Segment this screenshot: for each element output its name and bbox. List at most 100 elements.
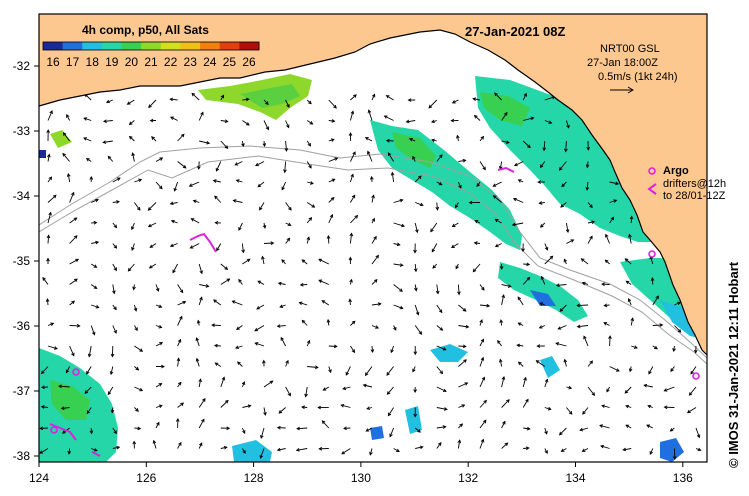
current-arrow-head — [76, 323, 81, 328]
current-arrow — [306, 237, 310, 244]
current-arrow — [285, 120, 290, 128]
current-arrow-head — [613, 199, 618, 203]
current-arrow-head — [544, 430, 548, 435]
current-arrow-head — [697, 447, 702, 452]
current-arrow-head — [245, 97, 250, 102]
current-arrow-head — [497, 340, 501, 344]
current-arrow — [544, 407, 551, 410]
current-arrow-head — [221, 376, 226, 381]
current-arrow — [492, 181, 502, 187]
current-arrow-head — [472, 268, 477, 273]
current-arrow-head — [591, 220, 596, 225]
colorbar-segment — [141, 42, 162, 50]
current-arrow-head — [113, 430, 117, 435]
current-arrow-head — [138, 178, 143, 183]
current-arrow — [285, 140, 287, 151]
current-arrow-head — [299, 282, 304, 287]
current-arrow-head — [330, 196, 335, 201]
current-arrow — [131, 243, 135, 251]
current-arrow-head — [603, 303, 608, 308]
current-arrow-head — [412, 368, 416, 373]
current-arrow-head — [499, 319, 504, 323]
current-arrow — [148, 99, 157, 108]
current-arrow-head — [301, 259, 306, 263]
current-arrow-head — [148, 265, 153, 269]
current-arrow — [88, 345, 92, 357]
current-arrow-head — [375, 325, 380, 329]
current-arrow — [47, 176, 52, 183]
current-arrow — [472, 263, 481, 272]
current-arrow-head — [439, 370, 444, 375]
current-arrow — [198, 112, 204, 121]
current-arrow-head — [457, 291, 461, 296]
current-arrow — [522, 399, 529, 408]
colorbar-label: 22 — [164, 55, 178, 69]
current-arrow-head — [326, 318, 331, 323]
current-arrow — [220, 140, 228, 149]
current-arrow — [513, 198, 524, 203]
current-arrow — [198, 419, 205, 429]
current-arrow-head — [625, 424, 630, 429]
current-arrow — [86, 407, 92, 414]
current-arrow — [198, 398, 206, 408]
current-arrow — [389, 427, 395, 437]
current-arrow-head — [431, 138, 436, 143]
current-arrow — [198, 161, 200, 170]
current-arrow — [436, 154, 443, 162]
current-arrow-head — [116, 200, 120, 204]
current-arrow-head — [696, 434, 701, 439]
current-arrow — [285, 360, 289, 367]
current-arrow — [409, 138, 416, 142]
current-arrow-head — [481, 286, 485, 291]
current-arrow-head — [451, 100, 456, 104]
current-arrow-head — [73, 235, 78, 239]
current-arrow — [625, 258, 632, 265]
current-arrow-head — [173, 187, 178, 192]
current-arrow-head — [432, 265, 437, 269]
current-arrow-head — [481, 376, 486, 381]
current-arrow-head — [418, 331, 423, 335]
current-arrow-head — [241, 143, 245, 148]
current-arrow-head — [177, 338, 182, 343]
current-arrow-head — [561, 183, 565, 188]
drifter-legend-marker — [647, 183, 657, 195]
current-arrow-head — [214, 220, 219, 225]
current-arrow-head — [606, 388, 610, 393]
current-arrow-head — [690, 370, 694, 375]
current-arrow — [155, 157, 163, 162]
current-arrow — [301, 259, 308, 265]
current-arrow-head — [238, 278, 242, 283]
current-arrow — [215, 161, 222, 172]
current-arrow — [609, 366, 620, 372]
current-arrow — [198, 442, 203, 449]
current-arrow-head — [539, 164, 544, 169]
current-arrow-head — [285, 359, 289, 364]
current-arrow — [134, 179, 142, 183]
current-arrow-head — [369, 175, 374, 180]
current-arrow — [177, 301, 186, 306]
current-arrow-head — [442, 388, 447, 393]
current-arrow-head — [102, 140, 107, 144]
colorbar-segment — [239, 42, 260, 50]
current-arrow — [559, 427, 567, 436]
current-arrow — [609, 181, 619, 185]
current-arrow — [220, 400, 229, 408]
current-arrow — [132, 153, 135, 162]
current-arrow-head — [132, 440, 137, 445]
current-arrow-head — [151, 136, 155, 140]
current-arrow-head — [455, 204, 459, 209]
current-arrow — [544, 120, 552, 124]
current-arrow-head — [624, 389, 629, 394]
current-arrow-head — [523, 376, 527, 381]
current-arrow — [501, 294, 505, 306]
current-arrow — [149, 243, 157, 248]
current-arrow — [371, 325, 379, 329]
current-arrow-head — [215, 167, 220, 172]
current-arrow-head — [195, 357, 200, 362]
current-arrow — [232, 300, 243, 306]
current-arrow — [199, 140, 210, 144]
current-arrow-head — [615, 181, 620, 186]
current-arrow — [393, 222, 405, 227]
current-arrow — [112, 284, 115, 294]
current-arrow-head — [506, 399, 510, 403]
